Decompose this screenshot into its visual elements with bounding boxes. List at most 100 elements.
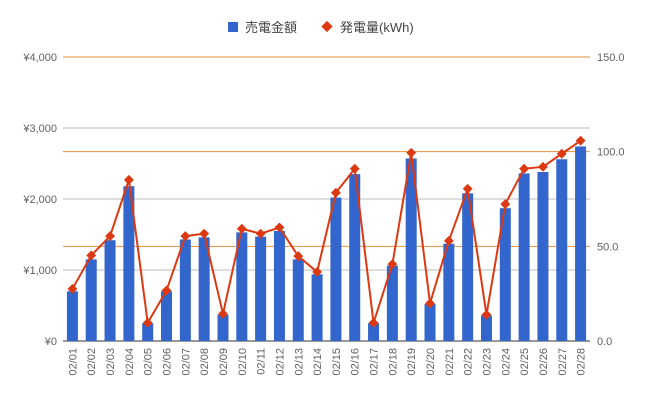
generation-point [218,308,228,319]
generation-point [180,231,191,242]
sales-bar [537,172,549,341]
generation-point [161,285,172,296]
left-tick-label: ¥3,000 [22,123,57,135]
generation-point [349,163,360,174]
sales-bar [386,265,398,341]
sales-bar [142,323,154,341]
x-tick-label: 02/21 [444,348,456,376]
x-tick-label: 02/01 [67,348,79,376]
generation-point [236,223,247,234]
sales-bar [368,323,380,341]
right-gridlines [63,56,590,247]
sales-bar [161,291,173,341]
sales-bars [66,146,587,341]
sales-bar [311,274,323,341]
x-axis-labels: 02/01 02/02 02/03 02/04 02/05 02/06 02/07 02/08… [67,348,587,376]
sales-bar [480,315,492,341]
legend-label-generation: 発電量(kWh) [340,20,414,35]
x-tick-label: 02/12 [274,348,286,376]
sales-bar [462,193,474,341]
legend-item-generation[interactable]: 発電量(kWh) [321,20,414,35]
sales-bar [443,243,455,341]
generation-point [86,250,97,261]
right-tick-label: 150.0 [597,52,625,64]
sales-bar [236,232,248,341]
sales-bar [556,159,568,341]
generation-point [556,148,567,159]
x-tick-label: 02/16 [350,348,362,376]
generation-point [274,222,285,233]
sales-bar [405,158,417,341]
generation-point [537,161,548,172]
generation-point [123,174,134,185]
sales-bar [123,186,135,341]
sales-bar [217,314,229,341]
x-tick-label: 02/03 [105,348,117,376]
generation-point [293,251,304,262]
sales-bar [499,208,511,341]
generation-point [312,266,323,277]
left-axis-labels: ¥0 ¥1,000 ¥2,000 ¥3,000 ¥4,000 [22,52,57,348]
sales-bar [179,239,191,341]
sales-bar [575,146,587,341]
x-tick-label: 02/28 [576,348,588,376]
x-tick-label: 02/26 [538,348,550,376]
x-tick-label: 02/11 [256,348,268,375]
generation-point [575,135,586,146]
x-tick-label: 02/24 [500,348,512,376]
right-tick-label: 100.0 [597,147,625,159]
x-tick-label: 02/19 [406,348,418,376]
generation-point [500,199,511,210]
legend-label-sales: 売電金額 [245,20,297,35]
generation-line-path [71,139,582,326]
x-tick-label: 02/22 [463,348,475,376]
generation-point [425,298,435,309]
sales-bar [424,304,436,341]
x-tick-label: 02/13 [293,348,305,376]
generation-point [406,147,417,158]
legend-item-sales[interactable]: 売電金額 [228,20,297,35]
right-tick-label: 50.0 [597,241,618,253]
legend-swatch-generation [321,20,333,33]
x-tick-label: 02/18 [387,348,399,376]
x-tick-label: 02/02 [86,348,98,376]
generation-point [105,231,116,242]
sales-bar [349,174,361,341]
left-gridlines [63,56,590,342]
x-tick-label: 02/25 [519,348,531,376]
right-tick-label: 0.0 [597,336,612,348]
x-tick-label: 02/10 [237,348,249,376]
sales-bar [85,259,97,341]
generation-point [462,183,473,194]
sales-bar [255,236,267,341]
sales-bar [198,237,210,341]
generation-point [387,259,398,270]
x-tick-label: 02/07 [180,348,192,376]
legend-swatch-sales [228,22,238,32]
left-tick-label: ¥4,000 [22,52,57,64]
x-tick-label: 02/09 [218,348,230,376]
x-tick-label: 02/08 [199,348,211,376]
generation-point [443,235,454,246]
x-tick-label: 02/20 [425,348,437,376]
sales-bar [518,173,530,341]
x-tick-label: 02/17 [369,348,381,376]
x-tick-label: 02/04 [124,348,136,376]
generation-point [481,309,492,320]
left-tick-label: ¥0 [44,336,57,348]
right-axis-labels: 0.0 50.0 100.0 150.0 [597,52,625,348]
generation-point [368,317,379,328]
generation-point [330,187,341,198]
left-tick-label: ¥1,000 [22,265,57,277]
left-tick-label: ¥2,000 [22,194,57,206]
generation-point [199,228,210,239]
x-tick-label: 02/06 [162,348,174,376]
sales-bar [292,259,304,341]
sales-bar [104,240,116,341]
generation-point [519,163,530,174]
generation-point [255,228,266,239]
sales-bar [66,291,78,341]
sales-bar [273,230,285,341]
x-tick-label: 02/23 [481,348,493,376]
